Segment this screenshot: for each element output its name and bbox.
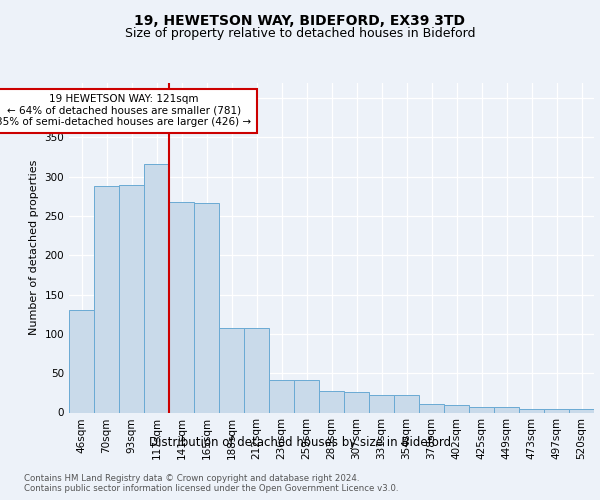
Bar xyxy=(169,202,194,412)
Bar xyxy=(244,328,269,412)
Text: Distribution of detached houses by size in Bideford: Distribution of detached houses by size … xyxy=(149,436,451,449)
Bar xyxy=(419,404,444,412)
Bar xyxy=(269,380,294,412)
Text: 19 HEWETSON WAY: 121sqm
← 64% of detached houses are smaller (781)
35% of semi-d: 19 HEWETSON WAY: 121sqm ← 64% of detache… xyxy=(0,94,251,128)
Bar xyxy=(69,310,94,412)
Bar xyxy=(369,395,394,412)
Text: Size of property relative to detached houses in Bideford: Size of property relative to detached ho… xyxy=(125,28,475,40)
Text: Contains HM Land Registry data © Crown copyright and database right 2024.
Contai: Contains HM Land Registry data © Crown c… xyxy=(24,474,398,494)
Bar xyxy=(569,410,594,412)
Bar xyxy=(344,392,369,412)
Bar xyxy=(194,202,219,412)
Bar xyxy=(144,164,169,412)
Bar xyxy=(494,407,519,412)
Text: 19, HEWETSON WAY, BIDEFORD, EX39 3TD: 19, HEWETSON WAY, BIDEFORD, EX39 3TD xyxy=(134,14,466,28)
Bar xyxy=(469,407,494,412)
Bar xyxy=(394,395,419,412)
Bar xyxy=(294,380,319,412)
Bar xyxy=(94,186,119,412)
Bar xyxy=(519,408,544,412)
Bar xyxy=(119,186,144,412)
Bar xyxy=(319,392,344,412)
Bar xyxy=(444,404,469,412)
Y-axis label: Number of detached properties: Number of detached properties xyxy=(29,160,39,335)
Bar xyxy=(219,328,244,412)
Bar xyxy=(544,410,569,412)
